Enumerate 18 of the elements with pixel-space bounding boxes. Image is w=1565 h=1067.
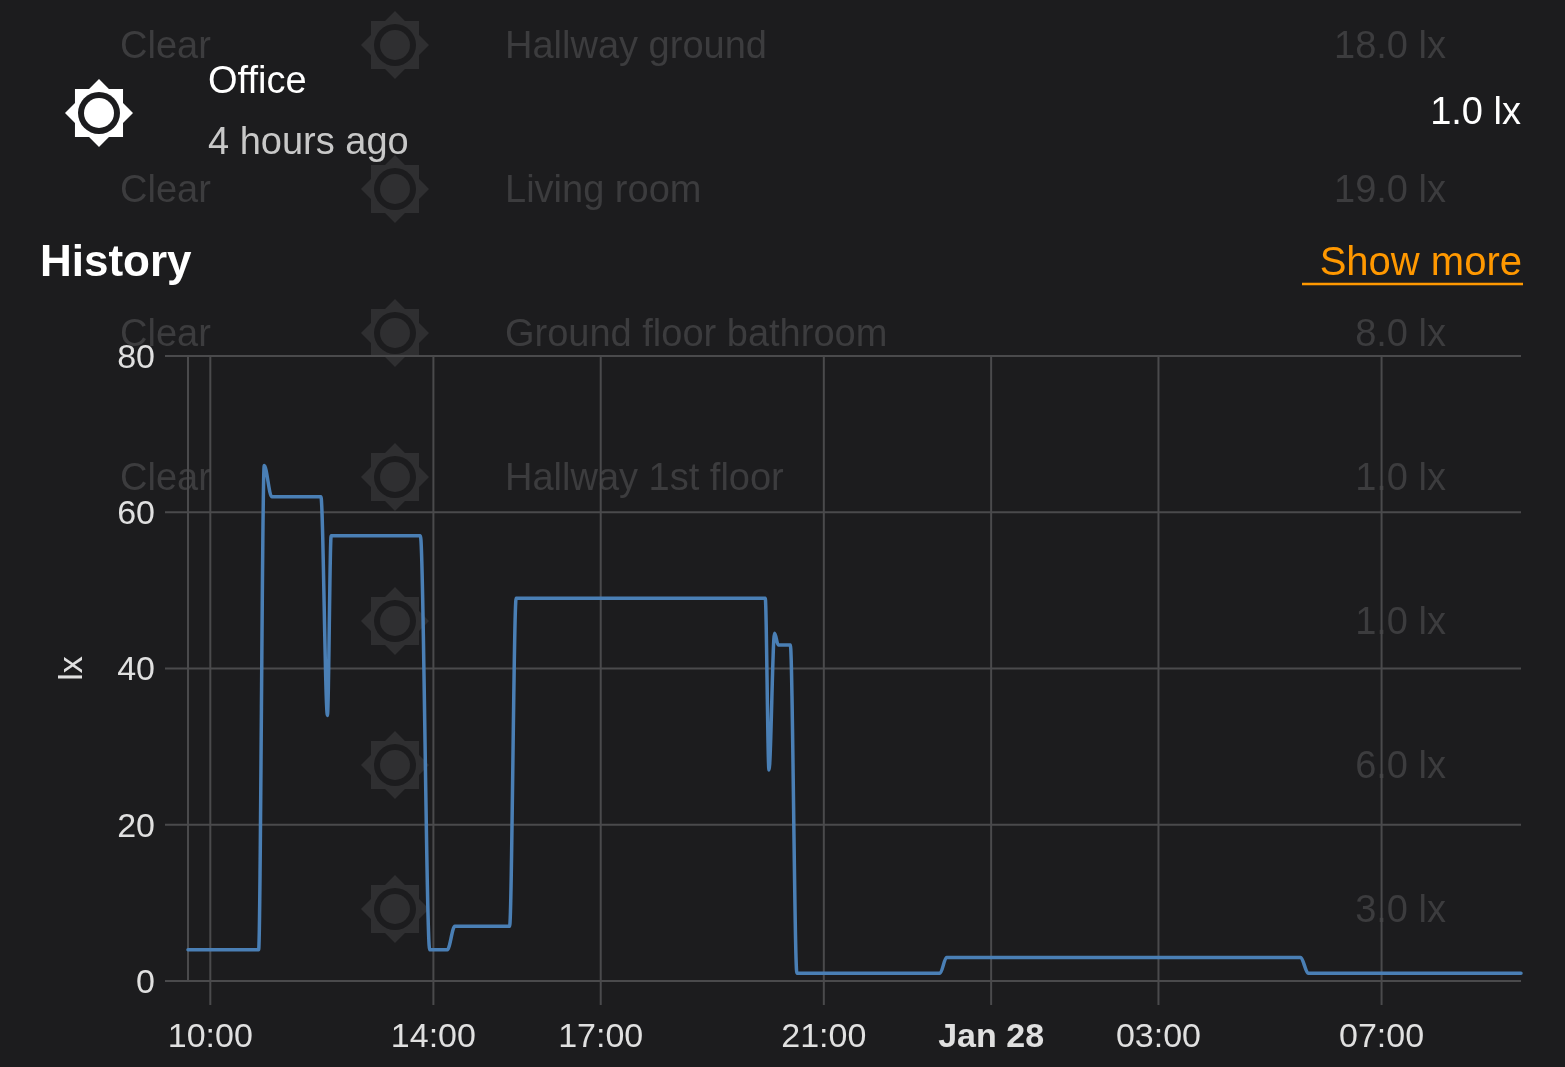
y-axis-title: lx: [50, 656, 89, 681]
text: 1.0 lx: [1430, 90, 1521, 133]
x-tick-label: 07:00: [1339, 1015, 1425, 1054]
y-tick-label: 80: [117, 336, 155, 375]
text: History: [40, 236, 193, 286]
x-tick-label: 17:00: [558, 1015, 644, 1054]
text: Show more: [1319, 239, 1522, 283]
chart-title: Office: [208, 59, 307, 102]
x-tick-label: 14:00: [390, 1015, 476, 1054]
x-tick-label: 10:00: [167, 1015, 253, 1054]
x-tick-label: 03:00: [1115, 1015, 1202, 1054]
x-tick-label: 21:00: [781, 1015, 867, 1054]
y-tick-label: 0: [136, 961, 155, 1000]
x-tick-label: Jan 28: [938, 1015, 1045, 1054]
y-tick-label: 60: [117, 493, 155, 532]
y-tick-label: 40: [117, 649, 155, 688]
y-tick-label: 20: [117, 805, 155, 844]
chart-subtitle: 4 hours ago: [208, 120, 409, 163]
